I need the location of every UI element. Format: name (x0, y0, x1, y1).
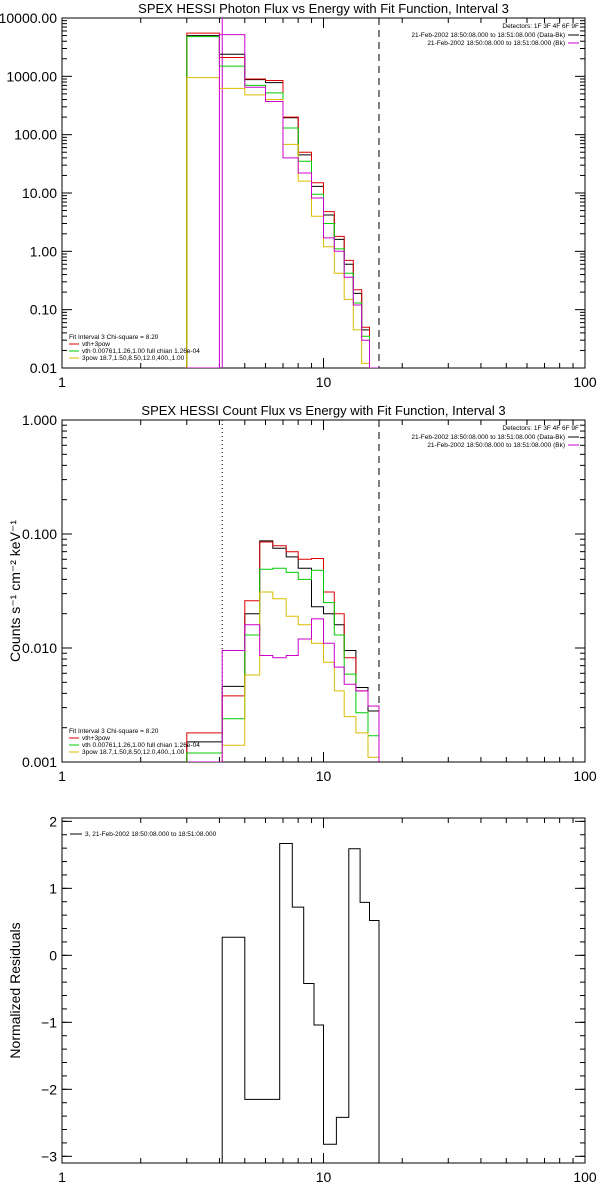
panel-1-legend-header: Detectors: 1F 3F 4F 6F 9F (502, 23, 579, 30)
panel-1-series-bk (186, 34, 379, 368)
panel-2-x-tick-label: 1 (58, 768, 66, 784)
panel-1-y-tick-label: 1000.00 (6, 68, 57, 84)
panel-3-series-1 (221, 843, 380, 1163)
panel-3-y-tick-label: 2 (49, 813, 57, 829)
panel-2-y-tick-label: 0.001 (22, 754, 57, 770)
panel-1-x-tick-label: 10 (316, 374, 332, 390)
panel-1-y-tick-label: 0.10 (30, 302, 57, 318)
panel-2-series-data-bk (186, 540, 380, 762)
panel-3-legend-label: 3, 21-Feb-2002 18:50:08.000 to 18:51:08.… (85, 831, 217, 838)
panel-2-y-axis-label: Counts s⁻¹ cm⁻² keV⁻¹ (7, 520, 23, 662)
panel-3-y-tick-label: −3 (41, 1148, 57, 1164)
panel-1-y-tick-label: 1.00 (30, 243, 57, 259)
panel-3-x-tick-label: 100 (573, 1169, 597, 1185)
panel-1-series-3pow (186, 77, 379, 368)
panel-2-fit-legend-label: 3pow 18.7,1.50,8.50,12.0,400.,1.00 (82, 749, 185, 756)
panel-1-fit-legend-label: vth 0.00761,1.26,1.00 full chian 1.26e-0… (82, 348, 200, 355)
panel-2-series-bk (186, 618, 380, 762)
panel-3-y-tick-label: 1 (49, 880, 57, 896)
panel-1-y-tick-label: 0.01 (30, 360, 57, 376)
panel-3-y-axis-label: Normalized Residuals (7, 922, 23, 1058)
panel-2-legend-label: 21-Feb-2002 18:50:08.000 to 18:51:08.000… (411, 434, 565, 441)
panel-3-y-tick-label: −2 (41, 1081, 57, 1097)
panel-1-y-tick-label: 10.00 (22, 185, 57, 201)
panel-2-y-tick-label: 0.100 (22, 526, 57, 542)
panel-1-fit-legend-header: Fit Interval 3 Chi-square = 8.20 (69, 334, 159, 341)
panel-1-legend-label: 21-Feb-2002 18:50:08.000 to 18:51:08.000… (411, 32, 565, 39)
panel-1-fit-legend-label: 3pow 18.7,1.50,8.50,12.0,400.,1.00 (82, 355, 185, 362)
panel-1-x-tick-label: 1 (58, 374, 66, 390)
panel-2-legend-header: Detectors: 1F 3F 4F 6F 9F (502, 425, 579, 432)
panel-2-x-tick-label: 100 (573, 768, 597, 784)
panel-1-title: SPEX HESSI Photon Flux vs Energy with Fi… (138, 1, 509, 16)
panel-1-y-tick-label: 10000.00 (0, 10, 57, 26)
panel-3-y-tick-label: −1 (41, 1014, 57, 1030)
panel-2-y-tick-label: 0.010 (22, 640, 57, 656)
panel-1-fit-legend-label: vth+3pow (82, 341, 110, 348)
panel-2-x-tick-label: 10 (316, 768, 332, 784)
panel-3-y-tick-label: 0 (49, 947, 57, 963)
panel-2-fit-legend-label: vth 0.00761,1.26,1.00 full chian 1.26e-0… (82, 742, 200, 749)
panel-3-x-tick-label: 10 (316, 1169, 332, 1185)
panel-2-y-tick-label: 1.000 (22, 412, 57, 428)
panel-1-series-vth-3pow (186, 32, 379, 368)
panel-2-fit-legend-header: Fit Interval 3 Chi-square = 8.20 (69, 728, 159, 735)
panel-2-fit-legend-label: vth+3pow (82, 735, 110, 742)
panel-1-y-tick-label: 100.00 (14, 127, 57, 143)
panel-2-title: SPEX HESSI Count Flux vs Energy with Fit… (141, 403, 505, 418)
panel-3-x-tick-label: 1 (58, 1169, 66, 1185)
panel-2-series-vth-3pow (186, 541, 380, 762)
panel-1-legend-label: 21-Feb-2002 18:50:08.000 to 18:51:08.000… (427, 40, 565, 47)
panel-2-series-3pow (186, 591, 380, 762)
panel-2-legend-label: 21-Feb-2002 18:50:08.000 to 18:51:08.000… (427, 442, 565, 449)
panel-1-x-tick-label: 100 (573, 374, 597, 390)
